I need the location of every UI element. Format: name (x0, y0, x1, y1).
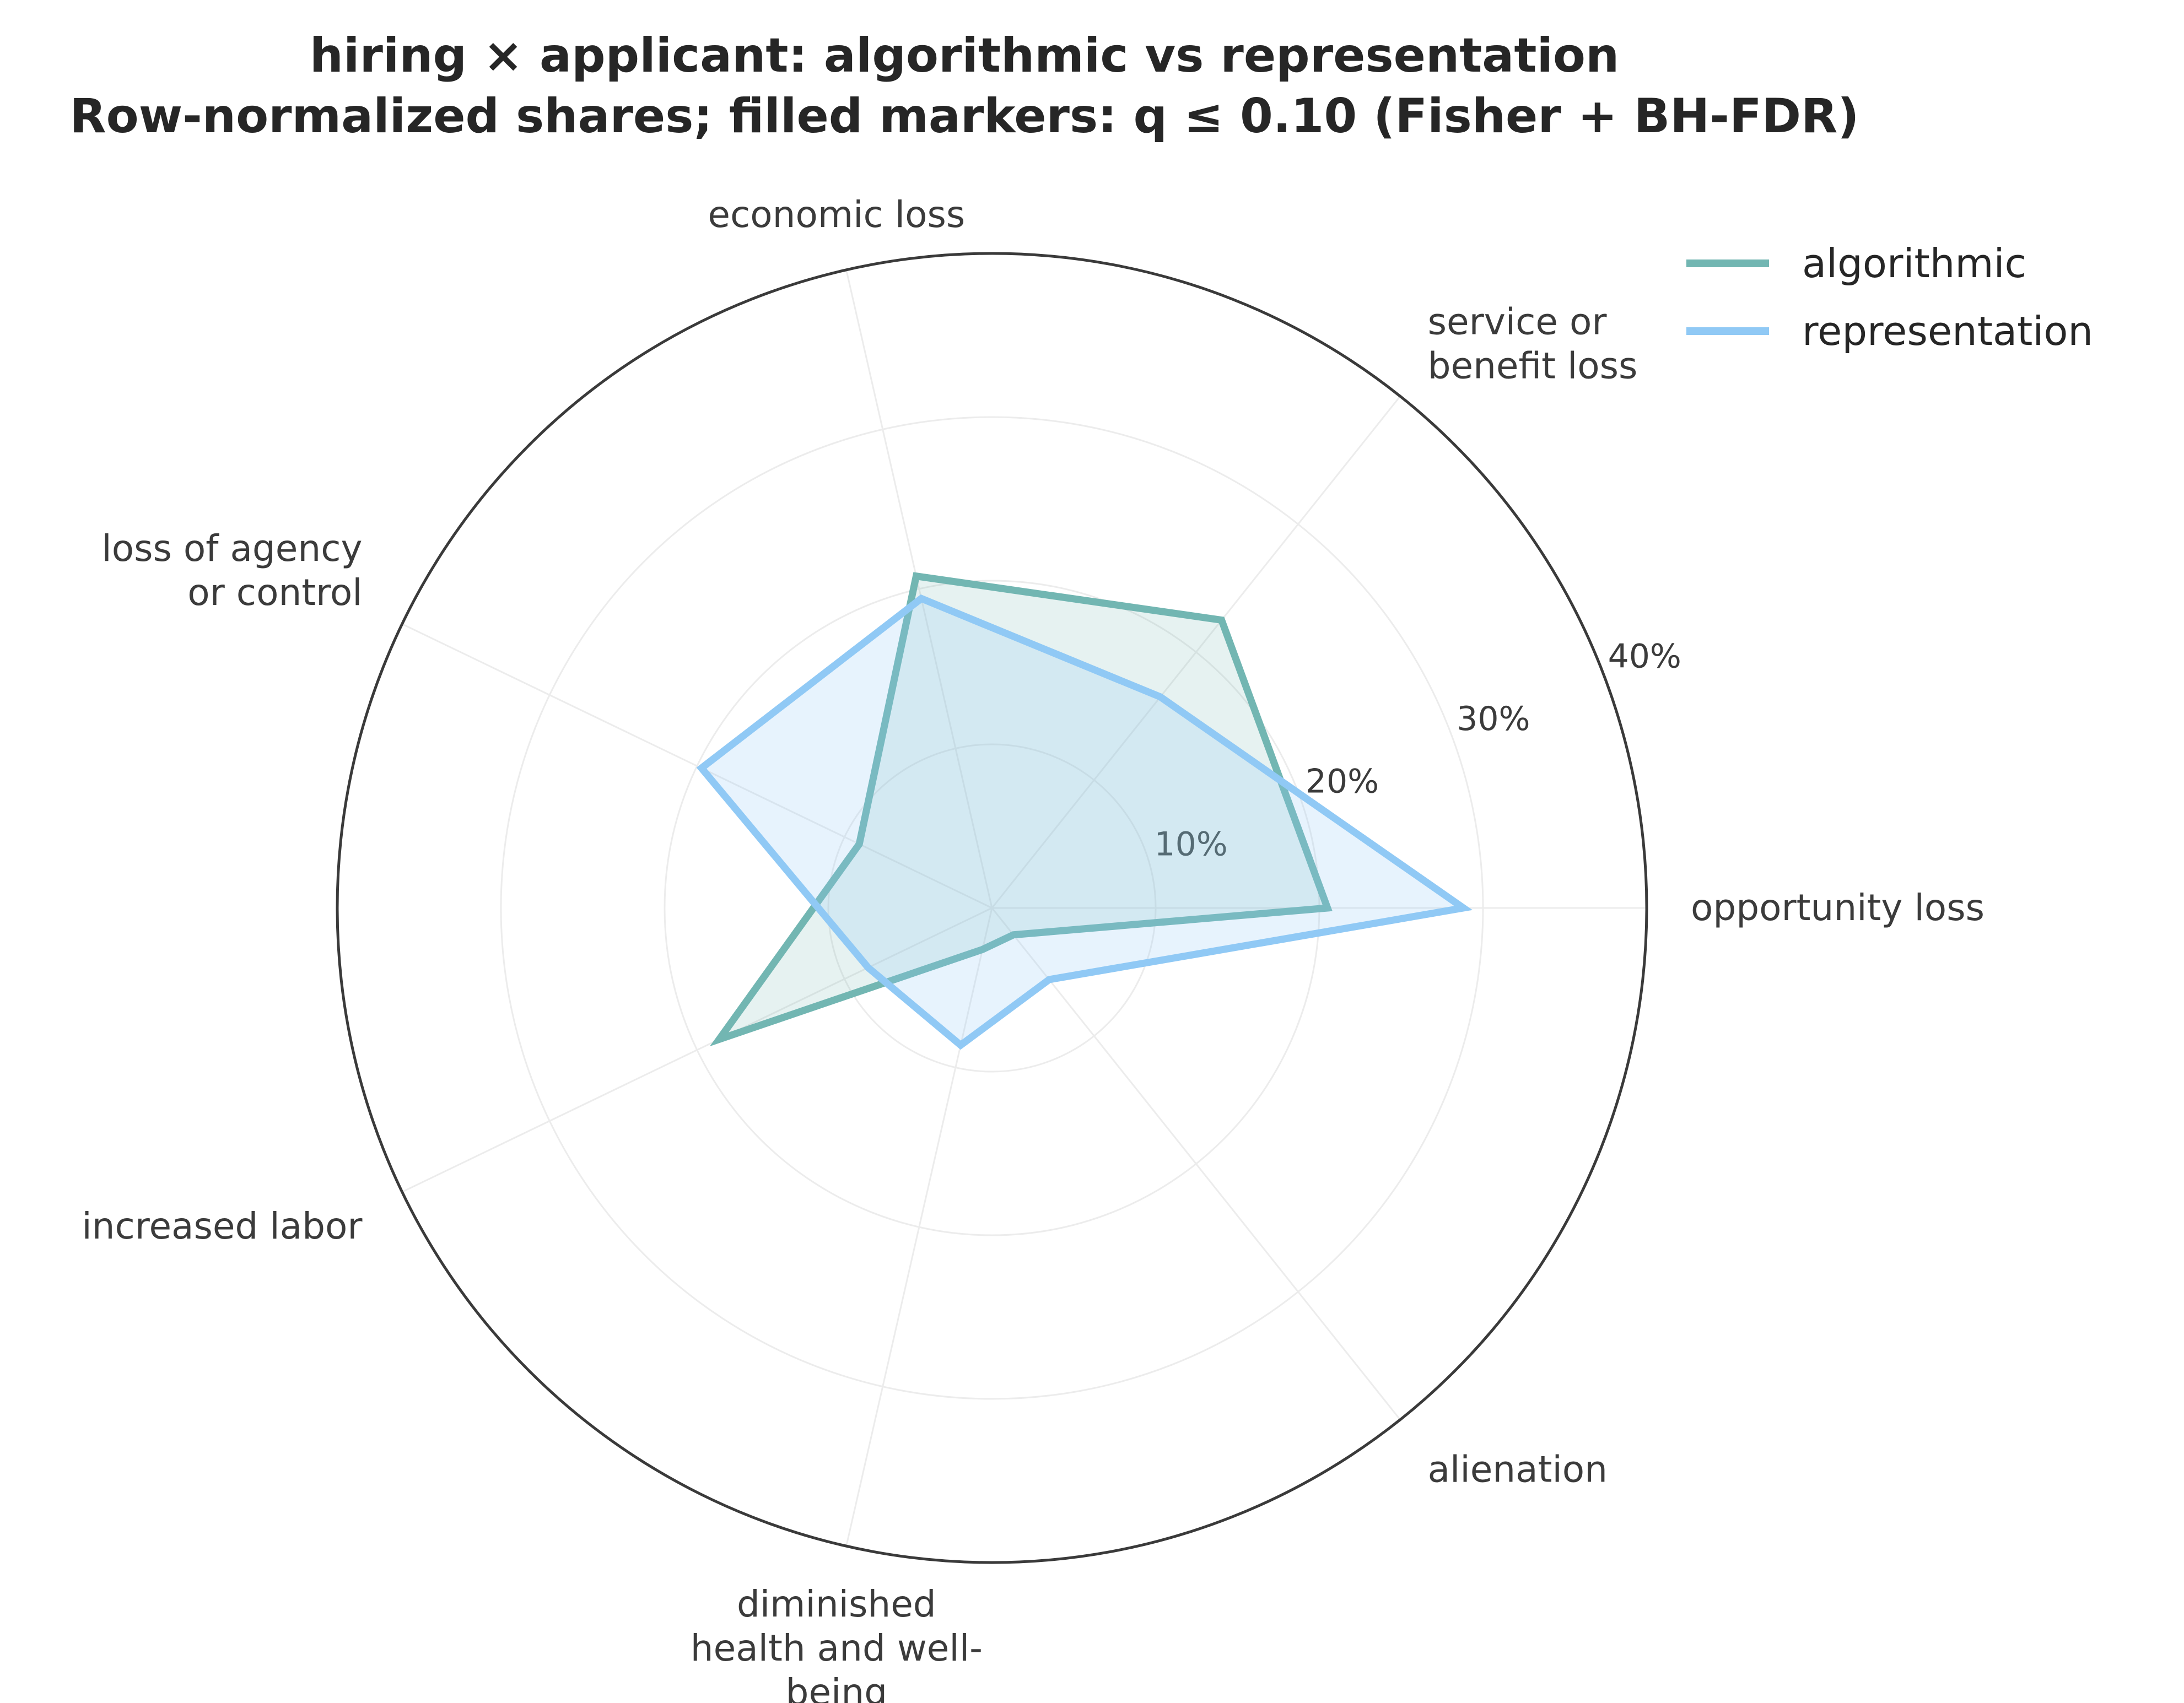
data-point-representation-6 (958, 1043, 963, 1048)
spoke-3 (845, 269, 993, 909)
data-point-representation-7 (1047, 977, 1051, 982)
data-point-representation-2 (1158, 694, 1163, 699)
axis-label-4-line-1: loss of agency (101, 527, 362, 570)
series-line-algorithmic (709, 572, 1333, 1047)
axis-label-2-line-2: benefit loss (1428, 345, 1638, 387)
axis-label-6-line-3: being (786, 1671, 888, 1703)
data-point-algorithmic-6 (980, 947, 985, 952)
chart-title: hiring × applicant: algorithmic vs repre… (310, 28, 1620, 83)
polar-frame (336, 252, 1648, 1564)
data-point-representation-1 (1461, 906, 1466, 910)
r-tick-label-40: 40% (1608, 637, 1681, 675)
spoke-4 (401, 623, 993, 909)
axis-label-6-line-1: diminished (737, 1583, 936, 1625)
r-tick-label-10: 10% (1154, 825, 1227, 863)
spoke-6 (845, 907, 993, 1547)
data-point-representation-3 (919, 596, 924, 601)
series-layer (696, 572, 1473, 1050)
axis-label-3-line-1: economic loss (708, 193, 965, 236)
spoke-2 (991, 396, 1401, 909)
series-fill-algorithmic (719, 576, 1328, 1040)
data-point-algorithmic-3 (914, 574, 919, 579)
data-point-algorithmic-1 (1325, 906, 1330, 910)
axis-label-4-line-2: or control (187, 571, 362, 614)
axis-label-6-line-2: health and well- (691, 1627, 983, 1669)
data-point-algorithmic-4 (857, 842, 862, 847)
r-tick-label-30: 30% (1457, 700, 1530, 738)
legend-label-representation: representation (1802, 308, 2093, 354)
series-fill-representation (701, 598, 1464, 1045)
chart-subtitle: Row-normalized shares; filled markers: q… (69, 89, 1859, 144)
data-point-algorithmic-2 (1219, 618, 1224, 623)
data-point-algorithmic-7 (1011, 932, 1016, 937)
spoke-7 (991, 907, 1401, 1420)
axis-label-5-line-1: increased labor (82, 1205, 363, 1247)
legend-label-algorithmic: algorithmic (1802, 240, 2026, 286)
axis-label-2-line-1: service or (1428, 301, 1608, 343)
data-point-representation-5 (866, 965, 871, 970)
spoke-5 (401, 907, 993, 1193)
radial-grid: 10% 20% 30% 40% (336, 252, 1681, 1564)
axis-label-1-line-1: opportunity loss (1691, 886, 1985, 929)
series-line-representation (696, 594, 1473, 1050)
r-tick-label-20: 20% (1306, 763, 1379, 801)
legend: algorithmic representation (1686, 240, 2093, 354)
axis-label-7-line-1: alienation (1428, 1448, 1608, 1490)
data-point-algorithmic-5 (716, 1037, 721, 1042)
data-point-representation-4 (699, 766, 704, 771)
